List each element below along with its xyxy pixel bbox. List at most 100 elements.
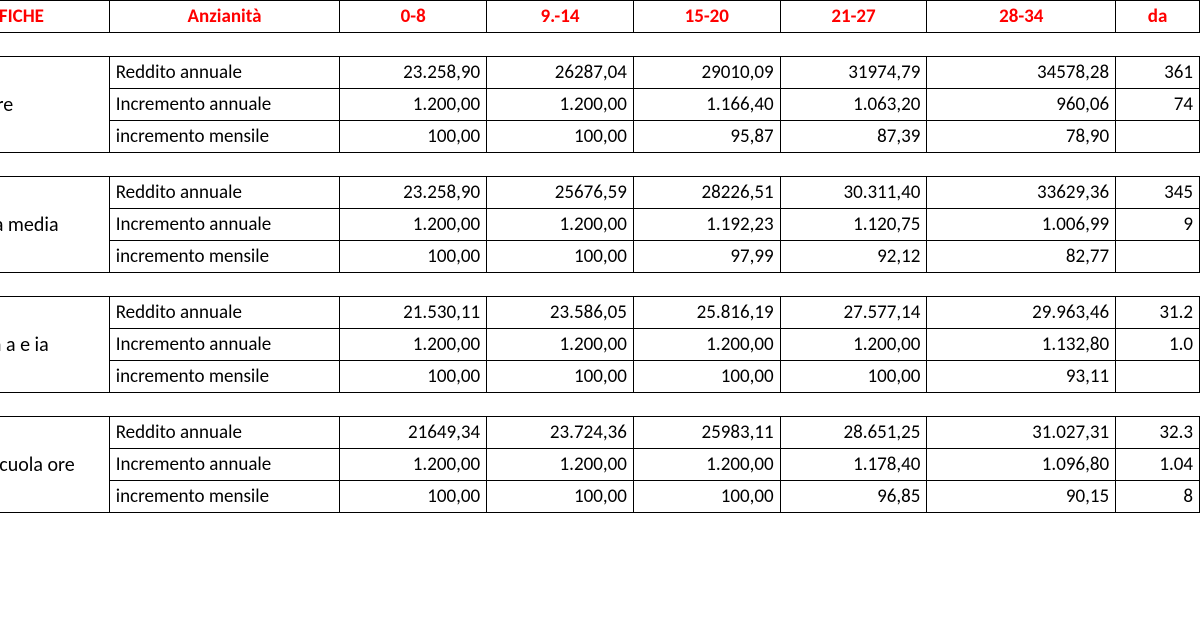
cell: 1.200,00 [340,209,487,241]
qualification-cell: ocente la media [0,177,109,273]
row-label: Reddito annuale [109,177,340,209]
cell: 100,00 [340,241,487,273]
cell: 100,00 [487,241,634,273]
qualification-cell: nte a riore [0,57,109,153]
row-label: Incremento annuale [109,209,340,241]
col-28-34: 28-34 [927,1,1116,33]
row-label: Incremento annuale [109,449,340,481]
cell: 90,15 [927,481,1116,513]
table-row: Incremento annuale 1.200,00 1.200,00 1.1… [0,209,1200,241]
col-9-14: 9.-14 [487,1,634,33]
cell: 31.027,31 [927,417,1116,449]
spreadsheet-region: LIFICHE Anzianità 0-8 9.-14 15-20 21-27 … [0,0,1200,513]
cell: 100,00 [340,121,487,153]
row-label: Incremento annuale [109,89,340,121]
cell: 1.096,80 [927,449,1116,481]
cell: 25.816,19 [633,297,780,329]
cell [1116,121,1200,153]
cell: 100,00 [340,361,487,393]
cell: 26287,04 [487,57,634,89]
cell: 1.200,00 [340,449,487,481]
cell [1116,361,1200,393]
cell: 100,00 [487,481,634,513]
cell: 1.200,00 [487,209,634,241]
cell: 1.200,00 [487,329,634,361]
qualification-cell: te scuola a e ia [0,297,109,393]
cell: 960,06 [927,89,1116,121]
cell: 29.963,46 [927,297,1116,329]
cell: 74 [1116,89,1200,121]
col-anzianita: Anzianità [109,1,340,33]
cell: 23.724,36 [487,417,634,449]
cell: 1.200,00 [340,89,487,121]
table-row: Incremento annuale 1.200,00 1.200,00 1.2… [0,329,1200,361]
salary-table: LIFICHE Anzianità 0-8 9.-14 15-20 21-27 … [0,0,1200,513]
table-row: te scuola a e ia Reddito annuale 21.530,… [0,297,1200,329]
cell: 21649,34 [340,417,487,449]
table-row: incremento mensile 100,00 100,00 100,00 … [0,361,1200,393]
cell: 29010,09 [633,57,780,89]
table-row: te nato scuola ore Reddito annuale 21649… [0,417,1200,449]
col-da35: da [1116,1,1200,33]
cell: 1.006,99 [927,209,1116,241]
cell [1116,241,1200,273]
cell: 9 [1116,209,1200,241]
cell: 1.200,00 [340,329,487,361]
table-row: incremento mensile 100,00 100,00 95,87 8… [0,121,1200,153]
cell: 361 [1116,57,1200,89]
cell: 23.258,90 [340,57,487,89]
col-qualifiche: LIFICHE [0,1,109,33]
cell: 23.258,90 [340,177,487,209]
table-row: ocente la media Reddito annuale 23.258,9… [0,177,1200,209]
row-label: Reddito annuale [109,297,340,329]
cell: 1.200,00 [633,329,780,361]
cell: 345 [1116,177,1200,209]
row-label: incremento mensile [109,241,340,273]
cell: 100,00 [340,481,487,513]
cell: 1.063,20 [780,89,927,121]
table-row: Incremento annuale 1.200,00 1.200,00 1.1… [0,89,1200,121]
cell: 1.200,00 [780,329,927,361]
cell: 1.04 [1116,449,1200,481]
col-21-27: 21-27 [780,1,927,33]
cell: 1.200,00 [633,449,780,481]
cell: 27.577,14 [780,297,927,329]
cell: 21.530,11 [340,297,487,329]
cell: 82,77 [927,241,1116,273]
table-row: incremento mensile 100,00 100,00 97,99 9… [0,241,1200,273]
col-0-8: 0-8 [340,1,487,33]
cell: 8 [1116,481,1200,513]
cell: 1.120,75 [780,209,927,241]
row-label: Incremento annuale [109,329,340,361]
cell: 33629,36 [927,177,1116,209]
cell: 97,99 [633,241,780,273]
cell: 31974,79 [780,57,927,89]
cell: 93,11 [927,361,1116,393]
cell: 31.2 [1116,297,1200,329]
cell: 78,90 [927,121,1116,153]
table-row: nte a riore Reddito annuale 23.258,90 26… [0,57,1200,89]
cell: 25983,11 [633,417,780,449]
cell: 1.0 [1116,329,1200,361]
row-label: Reddito annuale [109,417,340,449]
row-label: incremento mensile [109,481,340,513]
cell: 34578,28 [927,57,1116,89]
cell: 100,00 [633,481,780,513]
cell: 1.178,40 [780,449,927,481]
row-label: incremento mensile [109,121,340,153]
cell: 87,39 [780,121,927,153]
header-row: LIFICHE Anzianità 0-8 9.-14 15-20 21-27 … [0,1,1200,33]
cell: 1.166,40 [633,89,780,121]
cell: 1.192,23 [633,209,780,241]
col-15-20: 15-20 [633,1,780,33]
cell: 23.586,05 [487,297,634,329]
qualification-cell: te nato scuola ore [0,417,109,513]
cell: 96,85 [780,481,927,513]
cell: 1.200,00 [487,449,634,481]
table-row: incremento mensile 100,00 100,00 100,00 … [0,481,1200,513]
table-row: Incremento annuale 1.200,00 1.200,00 1.2… [0,449,1200,481]
row-label: Reddito annuale [109,57,340,89]
cell: 28226,51 [633,177,780,209]
cell: 95,87 [633,121,780,153]
cell: 92,12 [780,241,927,273]
